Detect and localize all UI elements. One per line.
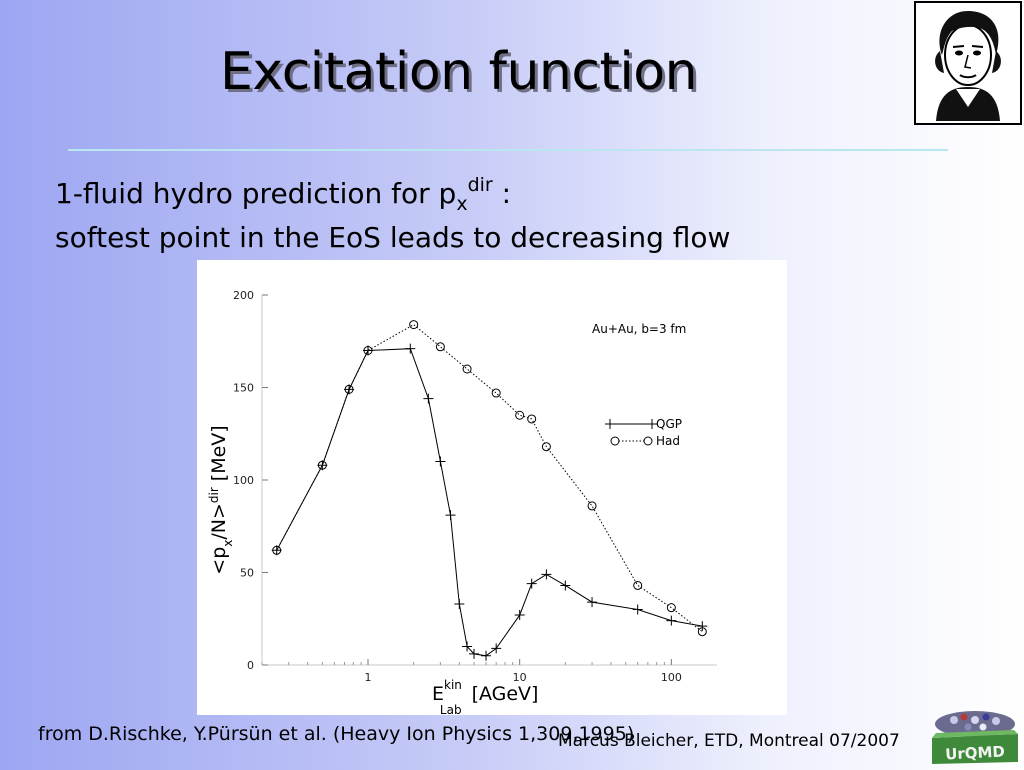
data-point-had	[697, 627, 707, 637]
data-point-had	[409, 320, 419, 330]
legend-had-marker-left	[610, 436, 620, 446]
data-point-had	[527, 414, 537, 424]
legend-qgp-marker	[605, 419, 657, 429]
y-tick-label: 50	[240, 567, 254, 580]
y-tick-label: 0	[247, 659, 254, 672]
data-point-qgp	[317, 460, 328, 471]
legend-qgp-label: QGP	[656, 417, 682, 431]
data-point-qgp	[423, 393, 434, 404]
data-point-had	[344, 384, 354, 394]
data-point-qgp	[560, 580, 571, 591]
data-point-had	[515, 410, 525, 420]
data-point-qgp	[666, 615, 677, 626]
slide-title: Excitation function	[220, 42, 698, 102]
data-point-had	[435, 342, 445, 352]
slide-subtitle: 1-fluid hydro prediction for pxdir : sof…	[55, 172, 730, 260]
x-tick-label: 1	[365, 671, 372, 684]
data-point-had	[317, 460, 327, 470]
data-point-qgp	[435, 456, 446, 467]
title-divider	[68, 149, 948, 151]
data-point-had	[462, 364, 472, 374]
x-axis-label-superscript: kin	[444, 678, 462, 692]
data-point-qgp	[462, 641, 473, 652]
y-axis-label-main: <p	[208, 547, 230, 575]
data-point-qgp	[632, 604, 643, 615]
data-point-had	[633, 580, 643, 590]
data-point-qgp	[344, 384, 355, 395]
urqmd-logo: UrQMD	[928, 708, 1022, 766]
chart-svg: 0 50 100 150 200 1 10 100 Au+Au, b=3 fm QGP Had…	[207, 289, 717, 715]
data-point-qgp	[405, 343, 416, 354]
data-point-had	[541, 442, 551, 452]
chart-annotation: Au+Au, b=3 fm	[592, 322, 686, 336]
data-point-qgp	[697, 621, 708, 632]
legend-had-marker-right	[643, 436, 653, 446]
data-point-had	[272, 545, 282, 555]
data-point-qgp	[587, 597, 598, 608]
subtitle-line-1-subscript: x	[456, 193, 468, 215]
data-point-qgp	[541, 569, 552, 580]
data-point-qgp	[526, 578, 537, 589]
data-point-qgp	[491, 643, 502, 654]
x-axis-label: Ekin Lab [AGeV]	[432, 678, 538, 715]
x-tick-label: 10	[513, 671, 527, 684]
chart-axes	[261, 295, 717, 666]
data-point-qgp	[481, 650, 492, 661]
data-point-qgp	[363, 345, 374, 356]
data-point-had	[491, 388, 501, 398]
logo-text: UrQMD	[945, 742, 1006, 763]
y-axis-label: <px/N>dir [MeV]	[207, 425, 235, 574]
data-point-qgp	[454, 598, 465, 609]
data-point-had	[363, 346, 373, 355]
chart-ticks: 0 50 100 150 200 1 10 100	[233, 289, 682, 684]
data-point-qgp	[445, 510, 456, 521]
y-axis-label-unit: [MeV]	[208, 425, 230, 481]
data-point-qgp	[514, 610, 525, 621]
subtitle-line-1: 1-fluid hydro prediction for pxdir :	[55, 172, 730, 216]
y-tick-label: 150	[233, 382, 254, 395]
subtitle-line-1-text: 1-fluid hydro prediction for p	[55, 177, 457, 210]
y-axis-label-subscript: x	[221, 540, 235, 547]
y-axis-label-superscript: dir	[207, 487, 221, 503]
legend-had-label: Had	[656, 434, 680, 448]
x-axis-label-unit: [AGeV]	[472, 683, 539, 705]
series-line-had	[276, 323, 703, 633]
excitation-function-chart: 0 50 100 150 200 1 10 100 Au+Au, b=3 fm QGP Had…	[197, 260, 787, 715]
data-point-qgp	[469, 648, 480, 659]
subtitle-line-1-suffix: :	[492, 177, 512, 210]
y-tick-label: 100	[233, 474, 254, 487]
subtitle-line-2: softest point in the EoS leads to decrea…	[55, 221, 731, 254]
data-point-had	[666, 603, 676, 613]
chart-legend: QGP Had	[605, 417, 682, 448]
chart-markers	[271, 320, 708, 661]
chart-series-lines	[276, 323, 703, 657]
x-axis-label-subscript: Lab	[440, 703, 462, 715]
subtitle-line-1-superscript: dir	[467, 174, 493, 196]
goethe-portrait-icon	[914, 1, 1022, 125]
x-tick-label: 100	[661, 671, 682, 684]
data-point-had	[587, 501, 597, 511]
x-axis-label-main: E	[432, 683, 444, 705]
y-tick-label: 200	[233, 289, 254, 302]
data-point-qgp	[271, 545, 282, 556]
y-axis-label-mid: /N>	[208, 503, 230, 540]
footer-author: Marcus Bleicher, ETD, Montreal 07/2007	[558, 731, 900, 751]
footer-reference: from D.Rischke, Y.Pürsün et al. (Heavy I…	[38, 723, 635, 745]
